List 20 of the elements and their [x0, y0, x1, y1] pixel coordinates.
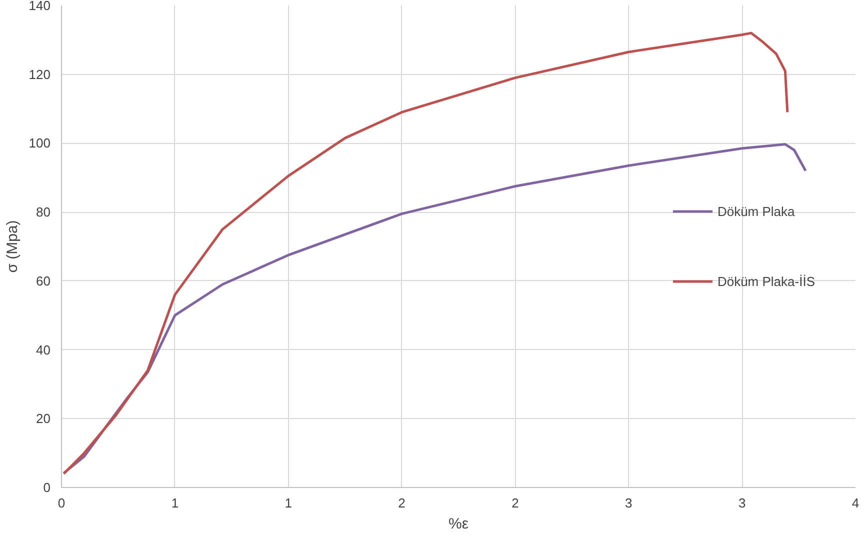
- legend-label: Döküm Plaka-İİS: [717, 274, 815, 288]
- legend-label: Döküm Plaka: [717, 204, 795, 218]
- y-tick-label: 0: [43, 480, 51, 495]
- y-tick-label: 60: [36, 273, 51, 288]
- x-axis-title: %ε: [448, 516, 469, 532]
- x-tick-label: 3: [625, 496, 632, 510]
- y-tick-label: 140: [28, 0, 51, 13]
- x-tick-label: 1: [171, 496, 179, 510]
- x-tick-label: 2: [512, 496, 519, 510]
- y-tick-label: 20: [36, 411, 51, 426]
- y-tick-label: 80: [36, 204, 51, 220]
- y-axis-title: σ (Mpa): [4, 220, 21, 273]
- y-tick-label: 100: [28, 136, 51, 151]
- y-tick-label: 40: [36, 342, 51, 358]
- x-tick-label: 0: [58, 496, 66, 510]
- x-tick-label: 1: [284, 496, 292, 510]
- y-tick-label: 120: [28, 66, 51, 82]
- x-tick-label: 4: [852, 496, 860, 510]
- x-tick-label: 3: [738, 496, 746, 510]
- x-tick-label: 2: [398, 496, 406, 510]
